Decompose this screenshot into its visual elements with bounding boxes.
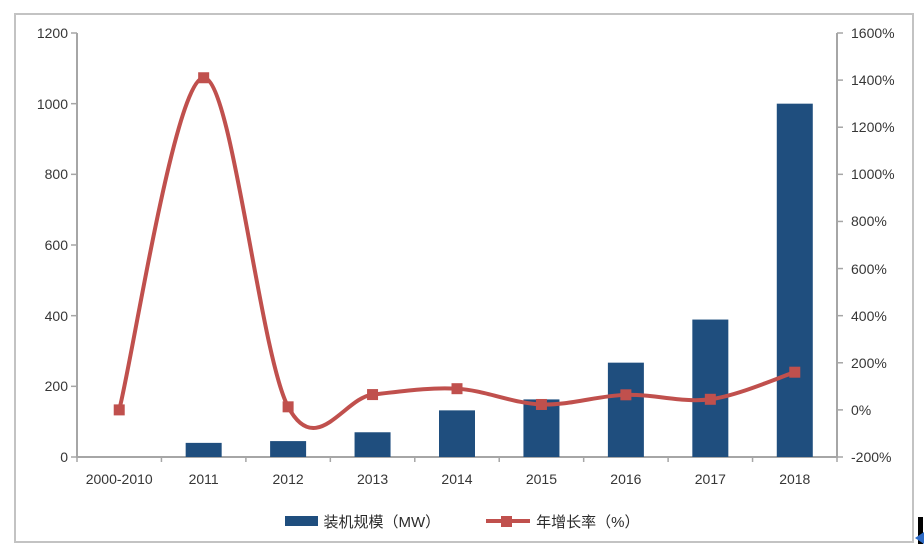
legend: 装机规模（MW） 年增长率（%） [0,508,924,534]
screen-edge-artifact [918,517,923,544]
line-marker-2000-2010 [113,404,125,416]
legend-label-growth-rate: 年增长率（%） [536,513,640,531]
left-axis-tick-label: 800 [44,166,68,183]
bar-2012 [270,441,307,457]
line-marker-2018 [789,366,801,378]
bar-series-swatch-icon [284,516,318,526]
right-axis-tick-label: 200% [851,354,887,371]
line-marker-2012 [282,401,294,413]
left-axis-tick-label: 600 [44,237,68,253]
bar-2016 [607,362,644,457]
line-marker-2017 [704,393,716,405]
bar-2011 [185,442,222,457]
x-axis-category-label: 2012 [272,471,304,487]
line-series-swatch-icon [486,515,531,527]
x-axis-category-label: 2017 [694,471,726,487]
x-axis-category-label: 2014 [441,471,473,487]
legend-item-growth-rate: 年增长率（%） [486,511,640,532]
right-axis-tick-label: 1600% [851,25,895,41]
left-axis-tick-label: 0 [60,449,68,465]
right-axis-tick-label: 600% [851,260,887,277]
line-marker-2014 [451,383,463,395]
line-marker-2016 [620,389,632,401]
line-marker-2013 [367,389,379,401]
right-axis-tick-label: 400% [851,307,887,324]
left-axis-tick-label: 200 [44,378,68,395]
cursor-artifact-icon [915,532,924,544]
left-axis-tick-label: 1000 [36,95,68,112]
line-marker-2015 [535,398,547,410]
legend-item-installed-capacity: 装机规模（MW） [284,511,441,532]
left-axis-tick-label: 400 [44,307,68,324]
x-axis-category-label: 2016 [610,471,642,487]
bar-2013 [354,432,391,457]
right-axis-tick-label: 1200% [851,119,895,136]
x-axis-category-label: 2013 [356,471,389,487]
right-axis-tick-label: 0% [851,401,872,418]
right-axis-tick-label: 1000% [851,166,895,183]
bar-2017 [692,319,729,457]
left-axis-tick-label: 1200 [36,25,68,41]
x-axis-category-label: 2015 [525,471,558,487]
right-axis-tick-label: -200% [851,449,892,465]
legend-label-installed-capacity: 装机规模（MW） [323,513,441,531]
x-axis-category-label: 2000-2010 [85,471,153,487]
right-axis-tick-label: 800% [851,213,887,230]
right-axis-tick-label: 1400% [851,72,895,89]
x-axis-category-label: 2011 [188,471,219,487]
x-axis-category-label: 2018 [779,471,811,487]
line-marker-2011 [198,72,210,84]
bar-2018 [776,103,813,458]
bar-2014 [439,410,475,457]
